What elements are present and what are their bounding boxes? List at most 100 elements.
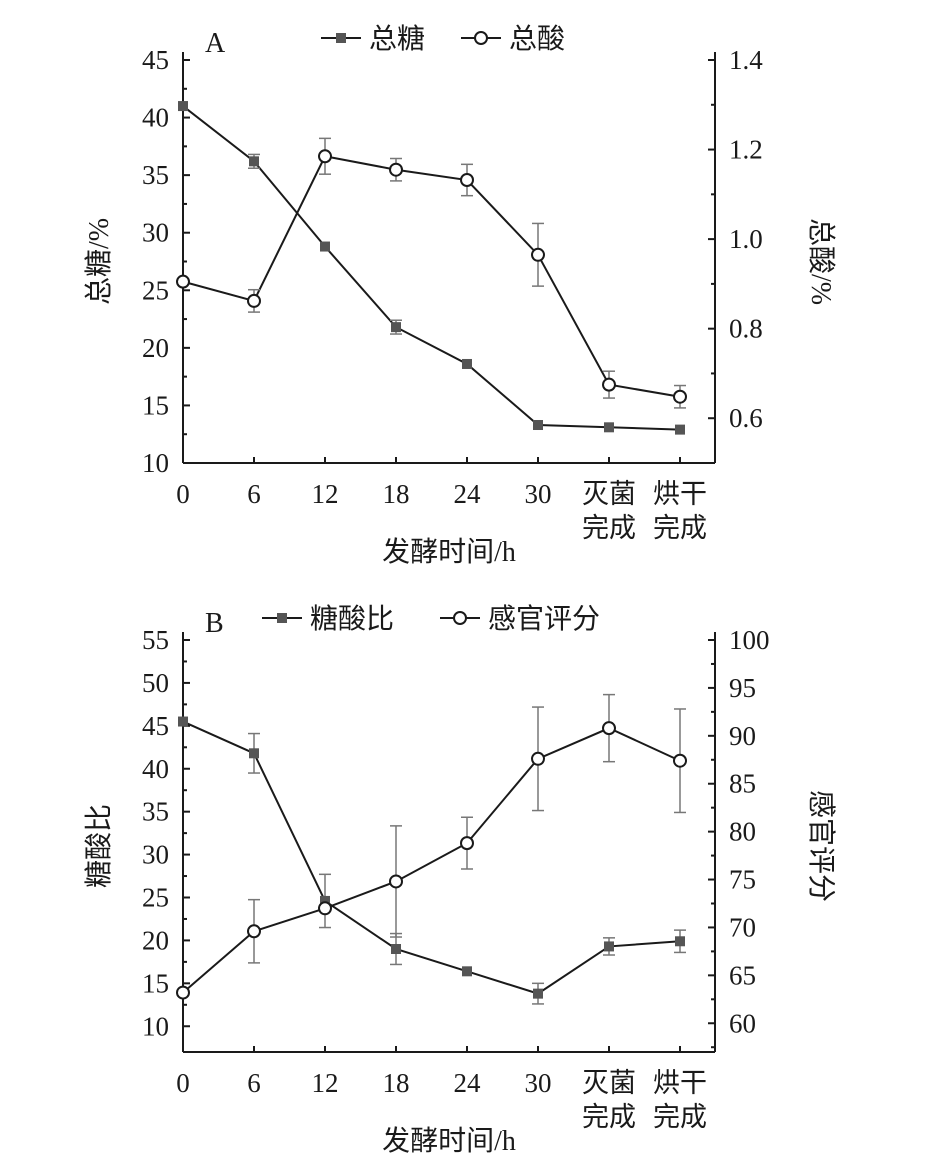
left-y-tick-label: 45 <box>142 45 169 75</box>
data-point-square <box>533 420 543 431</box>
left-y-tick-label: 15 <box>142 968 169 998</box>
series-line-circle <box>182 727 681 994</box>
data-point-circle <box>460 836 474 851</box>
right-y-tick-label: 70 <box>729 912 756 942</box>
left-y-tick-label: 40 <box>142 103 169 133</box>
right-y-tick-label: 80 <box>729 817 756 847</box>
legend-marker-circle <box>453 611 467 625</box>
right-y-axis-title: 感官评分 <box>805 790 837 902</box>
data-point-square <box>320 241 330 252</box>
x-tick-label: 6 <box>247 1068 261 1098</box>
right-y-tick-label: 1.2 <box>729 135 763 165</box>
data-point-circle <box>176 985 190 1000</box>
left-y-tick-label: 55 <box>142 625 169 655</box>
data-point-circle <box>602 377 616 392</box>
data-point-circle <box>602 721 616 736</box>
data-point-square <box>249 748 259 759</box>
right-y-axis-title: 总酸/% <box>805 218 837 305</box>
x-tick-label: 烘干 <box>653 479 707 509</box>
chart-panel-b: 10 15 20 25 30 35 40 45 50 55 60 65 70 75 80 85 90 95 100 0… <box>83 603 837 1157</box>
right-y-tick-label: 95 <box>729 673 756 703</box>
x-tick-label: 24 <box>454 1068 482 1098</box>
left-y-tick-label: 20 <box>142 925 169 955</box>
x-tick-label: 完成 <box>582 1102 636 1132</box>
data-point-square <box>604 422 614 433</box>
data-point-circle <box>673 753 687 768</box>
right-y-tick-label: 1.0 <box>729 224 763 254</box>
legend-marker-square <box>277 613 287 623</box>
x-tick-label: 24 <box>454 479 482 509</box>
right-y-tick-label: 0.8 <box>729 314 763 344</box>
data-point-circle <box>389 162 403 177</box>
legend-marker-square <box>336 33 346 43</box>
x-tick-label: 完成 <box>582 513 636 543</box>
left-y-tick-label: 45 <box>142 711 169 741</box>
left-y-tick-label: 10 <box>142 1011 169 1041</box>
left-y-tick-label: 25 <box>142 275 169 305</box>
legend-label: 总糖 <box>369 23 425 55</box>
legend-label: 总酸 <box>509 23 565 55</box>
right-y-tick-label: 1.4 <box>729 45 763 75</box>
right-y-tick-label: 65 <box>729 960 756 990</box>
data-point-circle <box>531 751 545 766</box>
series-line-circle <box>182 155 681 398</box>
x-tick-label: 烘干 <box>653 1068 707 1098</box>
right-y-tick-label: 100 <box>729 625 770 655</box>
series-line-square <box>182 720 681 995</box>
right-y-tick-label: 0.6 <box>729 403 763 433</box>
legend-label: 感官评分 <box>488 603 600 635</box>
data-point-circle <box>460 173 474 188</box>
x-axis-title: 发酵时间/h <box>382 536 516 568</box>
x-tick-label: 0 <box>176 479 190 509</box>
x-tick-label: 30 <box>525 479 552 509</box>
x-tick-label: 灭菌 <box>582 479 636 509</box>
left-y-axis-title: 糖酸比 <box>83 804 115 888</box>
x-tick-label: 6 <box>247 479 261 509</box>
data-point-circle <box>673 389 687 404</box>
right-y-tick-label: 90 <box>729 721 756 751</box>
x-tick-label: 0 <box>176 1068 190 1098</box>
data-point-square <box>320 895 330 906</box>
series-line-square <box>182 105 681 431</box>
left-y-tick-label: 30 <box>142 840 169 870</box>
left-y-tick-label: 35 <box>142 160 169 190</box>
x-tick-label: 18 <box>383 479 410 509</box>
panel-label: B <box>205 608 224 639</box>
left-y-tick-label: 20 <box>142 333 169 363</box>
data-point-square <box>391 322 401 333</box>
x-tick-label: 12 <box>312 1068 339 1098</box>
legend-marker-circle <box>474 31 488 45</box>
data-point-square <box>533 988 543 999</box>
chart-panel-a: 10 15 20 25 30 35 40 45 0.6 0.8 1.0 1.2 1.4 0 6 12 18 24 3… <box>83 23 837 568</box>
left-y-tick-label: 25 <box>142 883 169 913</box>
data-point-square <box>178 101 188 112</box>
data-point-circle <box>531 247 545 262</box>
left-y-tick-label: 35 <box>142 797 169 827</box>
x-tick-label: 完成 <box>653 1102 707 1132</box>
data-point-square <box>462 966 472 977</box>
x-tick-label: 12 <box>312 479 339 509</box>
x-tick-label: 灭菌 <box>582 1068 636 1098</box>
data-point-square <box>178 716 188 727</box>
data-point-circle <box>176 274 190 289</box>
data-point-square <box>675 424 685 435</box>
data-point-square <box>249 156 259 167</box>
right-y-tick-label: 75 <box>729 865 756 895</box>
data-point-square <box>675 936 685 947</box>
data-point-circle <box>318 149 332 164</box>
x-tick-label: 18 <box>383 1068 410 1098</box>
left-y-tick-label: 40 <box>142 754 169 784</box>
x-tick-label: 30 <box>525 1068 552 1098</box>
left-y-tick-label: 10 <box>142 448 169 478</box>
right-y-tick-label: 60 <box>729 1008 756 1038</box>
data-point-circle <box>389 874 403 889</box>
data-point-square <box>391 944 401 954</box>
x-tick-label: 完成 <box>653 513 707 543</box>
legend-label: 糖酸比 <box>310 603 394 635</box>
data-point-square <box>462 358 472 369</box>
data-point-square <box>604 941 614 952</box>
left-y-tick-label: 15 <box>142 390 169 420</box>
left-y-tick-label: 30 <box>142 218 169 248</box>
data-point-circle <box>247 293 261 308</box>
